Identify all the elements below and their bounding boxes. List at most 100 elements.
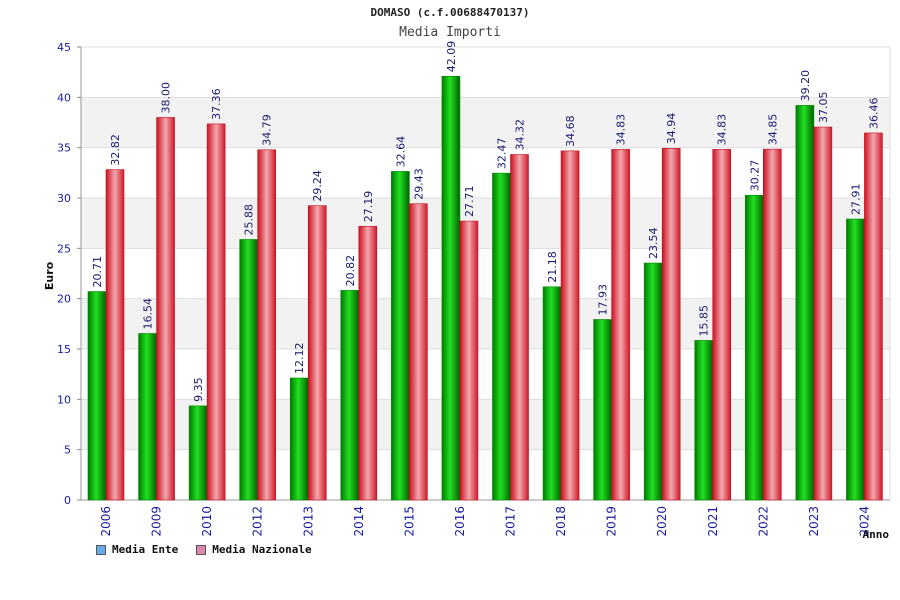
data-label: 20.71 <box>91 256 104 288</box>
data-label: 34.79 <box>261 114 274 146</box>
data-label: 38.00 <box>160 82 173 114</box>
x-tick-label: 2023 <box>807 506 821 537</box>
legend-label-ente: Media Ente <box>112 543 179 556</box>
bar-media-ente <box>745 194 764 501</box>
x-tick-label: 2014 <box>352 506 366 537</box>
bar-media-nazionale <box>813 126 833 501</box>
bar-media-nazionale <box>864 132 883 501</box>
bar-media-ente <box>492 172 511 501</box>
data-label: 32.64 <box>394 136 407 168</box>
bar-media-ente <box>643 262 663 501</box>
data-label: 25.88 <box>243 204 256 236</box>
data-label: 39.20 <box>799 70 812 102</box>
bar-media-nazionale <box>712 149 732 501</box>
data-label: 34.68 <box>564 115 577 147</box>
bars <box>87 75 883 501</box>
bar-media-nazionale <box>206 123 226 501</box>
data-label: 21.18 <box>546 251 559 283</box>
x-tick-label: 2024 <box>857 506 871 537</box>
bar-media-ente <box>239 239 258 501</box>
data-label: 34.83 <box>615 114 628 146</box>
x-tick-label: 2015 <box>402 506 416 537</box>
bar-media-ente <box>593 319 612 501</box>
bar-media-ente <box>441 75 461 501</box>
y-tick-label: 45 <box>57 41 71 54</box>
data-labels: 20.71 32.82 16.54 38.00 9.35 37.36 25.88 34.79 1… <box>91 41 880 402</box>
bar-media-ente <box>87 291 107 501</box>
data-label: 42.09 <box>445 41 458 73</box>
x-tick-label: 2017 <box>504 506 518 537</box>
y-tick-label: 35 <box>57 142 71 155</box>
data-label: 9.35 <box>192 377 205 402</box>
legend-swatch-ente <box>96 544 106 555</box>
bar-media-nazionale <box>105 169 125 501</box>
data-label: 32.47 <box>496 138 509 170</box>
data-label: 34.32 <box>514 119 527 151</box>
chart-title: DOMASO (c.f.00688470137) <box>370 6 530 19</box>
bar-media-nazionale <box>560 150 580 501</box>
legend-item-ente: Media Ente <box>96 543 178 556</box>
bar-media-ente <box>795 105 815 501</box>
x-tick-label: 2009 <box>150 506 164 537</box>
x-tick-label: 2021 <box>706 506 720 537</box>
data-label: 12.12 <box>293 342 306 374</box>
legend-item-nazionale: Media Nazionale <box>196 543 312 556</box>
x-tick-label: 2006 <box>99 506 113 537</box>
data-label: 20.82 <box>344 255 357 287</box>
x-tick-label: 2012 <box>251 506 265 537</box>
y-tick-label: 10 <box>57 393 71 406</box>
x-tick-label: 2019 <box>605 506 619 537</box>
y-tick-label: 25 <box>57 242 71 255</box>
y-tick-label: 20 <box>57 293 71 306</box>
bar-media-nazionale <box>611 149 630 501</box>
bar-media-nazionale <box>409 203 428 501</box>
data-label: 37.36 <box>210 88 223 120</box>
data-label: 37.05 <box>817 92 830 124</box>
bar-media-nazionale <box>661 147 681 501</box>
y-tick-label: 15 <box>57 343 71 356</box>
data-label: 27.19 <box>362 191 375 223</box>
x-tick-label: 2016 <box>453 506 467 537</box>
bar-media-nazionale <box>307 205 327 501</box>
data-label: 27.91 <box>849 184 862 216</box>
legend: Media Ente Media Nazionale <box>96 543 312 556</box>
bar-media-nazionale <box>257 149 276 501</box>
data-label: 15.85 <box>698 305 711 337</box>
y-tick-label: 0 <box>64 494 71 507</box>
data-label: 23.54 <box>647 228 660 260</box>
x-tick-label: 2018 <box>554 506 568 537</box>
bar-media-ente <box>846 218 865 501</box>
data-label: 34.83 <box>716 114 729 146</box>
bar-media-ente <box>542 286 562 501</box>
data-label: 32.82 <box>109 134 122 166</box>
tick-labels: 0 5 10 15 20 25 30 35 40 45 2006 2009 2010 2012 2013 20… <box>57 41 871 537</box>
y-tick-label: 40 <box>57 91 71 104</box>
bar-media-nazionale <box>763 148 782 501</box>
x-axis-label: Anno <box>863 528 890 541</box>
data-label: 34.85 <box>766 114 779 146</box>
data-label: 36.46 <box>867 97 880 129</box>
data-label: 27.71 <box>463 186 476 218</box>
data-label: 17.93 <box>597 284 610 316</box>
data-label: 34.94 <box>665 113 678 145</box>
x-tick-label: 2020 <box>655 506 669 537</box>
x-tick-label: 2010 <box>200 506 214 537</box>
bar-media-ente <box>340 290 360 501</box>
y-tick-label: 30 <box>57 192 71 205</box>
bar-media-nazionale <box>510 154 529 501</box>
bar-media-ente <box>391 171 410 501</box>
data-label: 30.27 <box>748 160 761 192</box>
bar-media-nazionale <box>156 117 175 501</box>
bar-media-nazionale <box>358 225 378 501</box>
x-tick-label: 2022 <box>756 506 770 537</box>
data-label: 29.43 <box>412 168 425 200</box>
legend-label-nazionale: Media Nazionale <box>212 543 312 556</box>
bar-media-ente <box>694 340 714 501</box>
bar-media-ente <box>289 377 309 501</box>
x-tick-label: 2013 <box>301 506 315 537</box>
bar-media-nazionale <box>459 220 479 501</box>
data-label: 16.54 <box>142 298 155 330</box>
legend-swatch-nazionale <box>196 544 207 555</box>
